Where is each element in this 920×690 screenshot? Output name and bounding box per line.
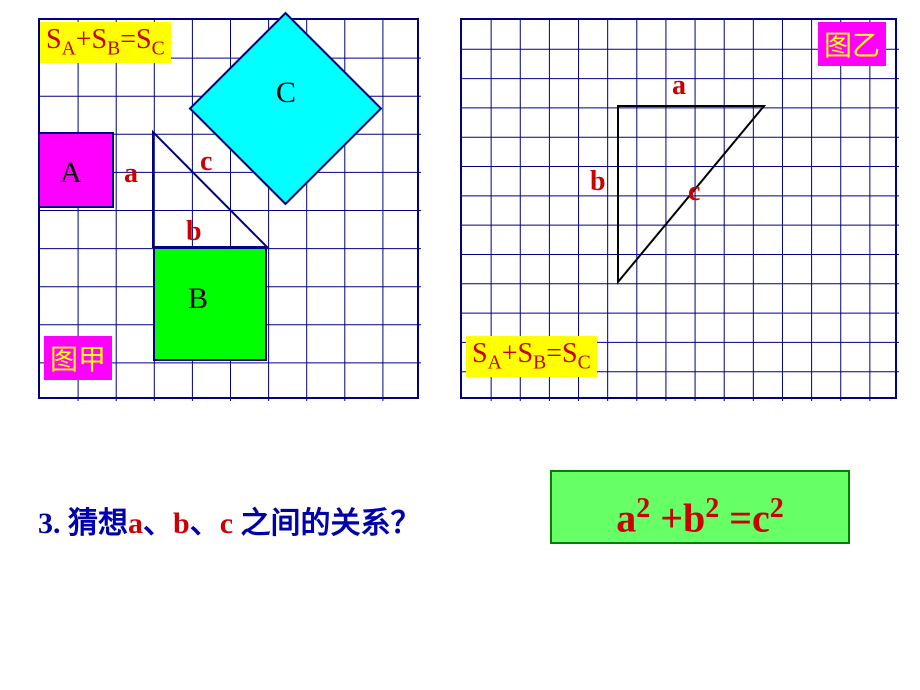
right-triangle [0,0,920,690]
label-small-b-right: b [590,166,606,198]
pythagoras-formula: a2 +b2 =c2 [550,470,850,544]
right-caption-text: 图乙 [824,31,880,62]
question-text: 3. 猜想a、b、c 之间的关系？ [38,498,421,542]
label-small-a-right: a [672,70,686,102]
label-small-c-right: c [688,176,700,208]
right-caption: 图乙 [818,22,886,66]
right-area-formula: SA+SB=SC [466,336,597,377]
